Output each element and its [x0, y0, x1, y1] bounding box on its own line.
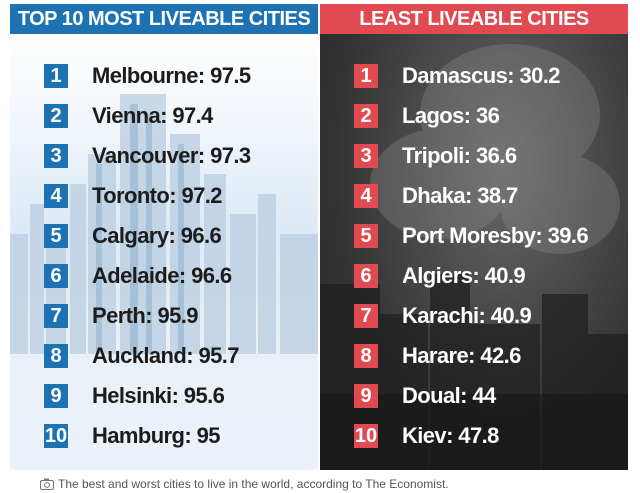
city-score: Dhaka: 38.7 [402, 183, 518, 208]
liveable-cities-infographic: TOP 10 MOST LIVEABLE CITIES 1 Melbourne:… [10, 4, 628, 470]
city-score: Tripoli: 36.6 [402, 143, 517, 168]
rank-badge: 5 [354, 224, 378, 248]
rank-badge: 6 [354, 264, 378, 288]
rank-badge: 1 [44, 64, 68, 88]
list-item: 10 Kiev: 47.8 [320, 419, 628, 453]
list-item: 1 Melbourne: 97.5 [10, 59, 318, 93]
list-item: 3 Tripoli: 36.6 [320, 139, 628, 173]
list-item: 8 Harare: 42.6 [320, 339, 628, 373]
least-liveable-list: 1 Damascus: 30.2 2 Lagos: 36 3 Tripoli: … [320, 34, 628, 470]
rank-badge: 2 [44, 104, 68, 128]
rank-badge: 1 [354, 64, 378, 88]
list-item: 1 Damascus: 30.2 [320, 59, 628, 93]
most-liveable-panel: TOP 10 MOST LIVEABLE CITIES 1 Melbourne:… [10, 4, 318, 470]
city-score: Toronto: 97.2 [92, 183, 223, 208]
list-item: 3 Vancouver: 97.3 [10, 139, 318, 173]
city-score: Doual: 44 [402, 383, 496, 408]
rank-badge: 10 [354, 424, 378, 448]
least-liveable-panel: LEAST LIVEABLE CITIES 1 Damascus: 30.2 2… [320, 4, 628, 470]
rank-badge: 6 [44, 264, 68, 288]
city-score: Algiers: 40.9 [402, 263, 526, 288]
city-score: Calgary: 96.6 [92, 223, 222, 248]
rank-badge: 2 [354, 104, 378, 128]
caption-text: The best and worst cities to live in the… [58, 477, 449, 491]
rank-badge: 5 [44, 224, 68, 248]
rank-badge: 3 [354, 144, 378, 168]
rank-badge: 4 [44, 184, 68, 208]
least-liveable-title: LEAST LIVEABLE CITIES [320, 4, 628, 34]
list-item: 4 Toronto: 97.2 [10, 179, 318, 213]
list-item: 2 Vienna: 97.4 [10, 99, 318, 133]
city-score: Hamburg: 95 [92, 423, 220, 448]
rank-badge: 3 [44, 144, 68, 168]
list-item: 2 Lagos: 36 [320, 99, 628, 133]
rank-badge: 8 [354, 344, 378, 368]
city-score: Karachi: 40.9 [402, 303, 532, 328]
city-score: Melbourne: 97.5 [92, 63, 251, 88]
most-liveable-list: 1 Melbourne: 97.5 2 Vienna: 97.4 3 Vanco… [10, 34, 318, 470]
city-skyline-image [10, 94, 318, 470]
list-item: 8 Auckland: 95.7 [10, 339, 318, 373]
city-score: Auckland: 95.7 [92, 343, 239, 368]
list-item: 5 Calgary: 96.6 [10, 219, 318, 253]
rank-badge: 8 [44, 344, 68, 368]
city-score: Perth: 95.9 [92, 303, 199, 328]
city-score: Kiev: 47.8 [402, 423, 499, 448]
rank-badge: 7 [44, 304, 68, 328]
city-score: Vienna: 97.4 [92, 103, 213, 128]
list-item: 7 Karachi: 40.9 [320, 299, 628, 333]
list-item: 9 Doual: 44 [320, 379, 628, 413]
city-score: Lagos: 36 [402, 103, 500, 128]
city-score: Damascus: 30.2 [402, 63, 561, 88]
city-score: Adelaide: 96.6 [92, 263, 232, 288]
list-item: 5 Port Moresby: 39.6 [320, 219, 628, 253]
list-item: 6 Algiers: 40.9 [320, 259, 628, 293]
list-item: 9 Helsinki: 95.6 [10, 379, 318, 413]
rank-badge: 9 [354, 384, 378, 408]
rank-badge: 10 [44, 424, 68, 448]
city-score: Vancouver: 97.3 [92, 143, 251, 168]
list-item: 4 Dhaka: 38.7 [320, 179, 628, 213]
rank-badge: 4 [354, 184, 378, 208]
list-item: 10 Hamburg: 95 [10, 419, 318, 453]
city-score: Helsinki: 95.6 [92, 383, 225, 408]
camera-icon [40, 478, 54, 490]
rank-badge: 7 [354, 304, 378, 328]
city-score: Harare: 42.6 [402, 343, 521, 368]
city-score: Port Moresby: 39.6 [402, 223, 589, 248]
list-item: 7 Perth: 95.9 [10, 299, 318, 333]
most-liveable-title: TOP 10 MOST LIVEABLE CITIES [10, 4, 318, 34]
war-ruins-image [320, 44, 628, 470]
list-item: 6 Adelaide: 96.6 [10, 259, 318, 293]
rank-badge: 9 [44, 384, 68, 408]
image-caption: The best and worst cities to live in the… [4, 476, 449, 492]
